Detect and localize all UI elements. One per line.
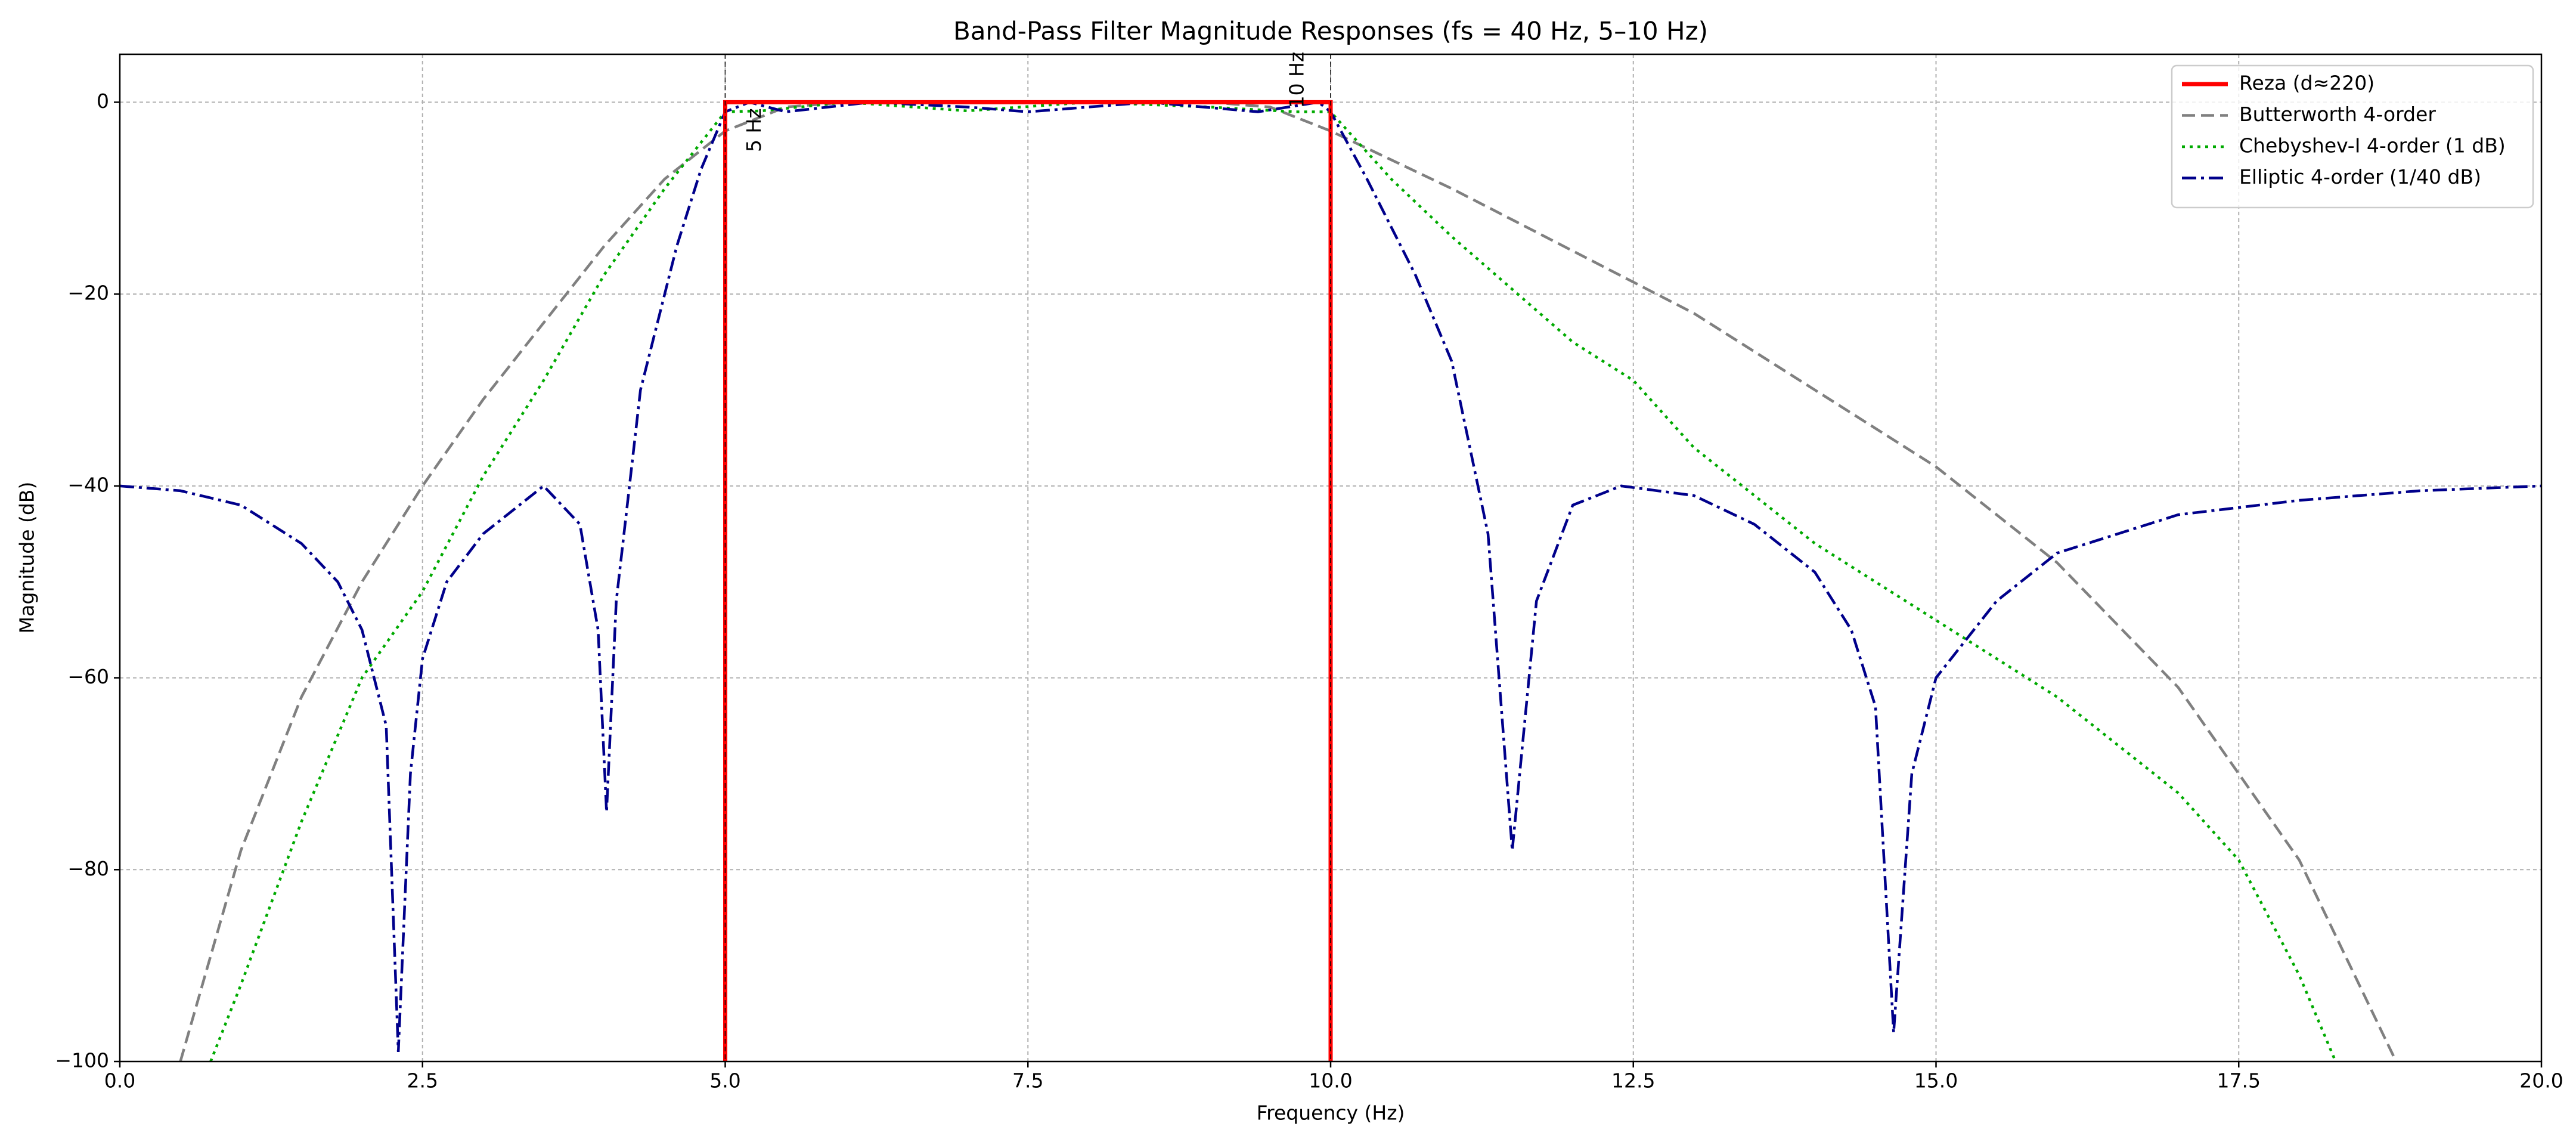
y-axis-label: Magnitude (dB) xyxy=(16,482,39,634)
x-tick-label: 15.0 xyxy=(1914,1069,1958,1093)
series-line xyxy=(120,101,2541,1053)
legend-box xyxy=(2171,64,2534,209)
x-tick-label: 12.5 xyxy=(1611,1069,1655,1093)
x-tick-label: 20.0 xyxy=(2519,1069,2563,1093)
x-tick-label: 5.0 xyxy=(709,1069,740,1093)
x-axis-label: Frequency (Hz) xyxy=(1257,1101,1405,1125)
y-tick-label: −20 xyxy=(67,281,109,305)
x-tick-label: 7.5 xyxy=(1012,1069,1043,1093)
legend: Reza (d≈220) Butterworth 4-order Chebyshev… xyxy=(2171,64,2534,209)
y-tick-label: −100 xyxy=(55,1049,109,1072)
x-tick-label: 0.0 xyxy=(104,1069,135,1093)
y-tick-label: −60 xyxy=(67,665,109,688)
y-tick-label: 0 xyxy=(97,89,109,113)
x-tick-label: 10.0 xyxy=(1309,1069,1352,1093)
y-tick-label: −80 xyxy=(67,857,109,880)
series-line xyxy=(209,101,2337,1062)
x-tick-label: 17.5 xyxy=(2217,1069,2261,1093)
series-line xyxy=(179,101,2398,1062)
x-tick-label: 2.5 xyxy=(407,1069,438,1093)
legend-label: Elliptic 4-order (1/40 dB) xyxy=(2239,165,2481,188)
legend-label: Chebyshev-I 4-order (1 dB) xyxy=(2239,134,2506,157)
legend-label: Reza (d≈220) xyxy=(2239,72,2374,95)
legend-label: Butterworth 4-order xyxy=(2239,103,2436,126)
annotation: 5 Hz xyxy=(742,108,765,152)
y-tick-label: −40 xyxy=(67,473,109,496)
annotation: 10 Hz xyxy=(1285,52,1309,109)
chart-title: Band-Pass Filter Magnitude Responses (fs… xyxy=(953,17,1708,46)
